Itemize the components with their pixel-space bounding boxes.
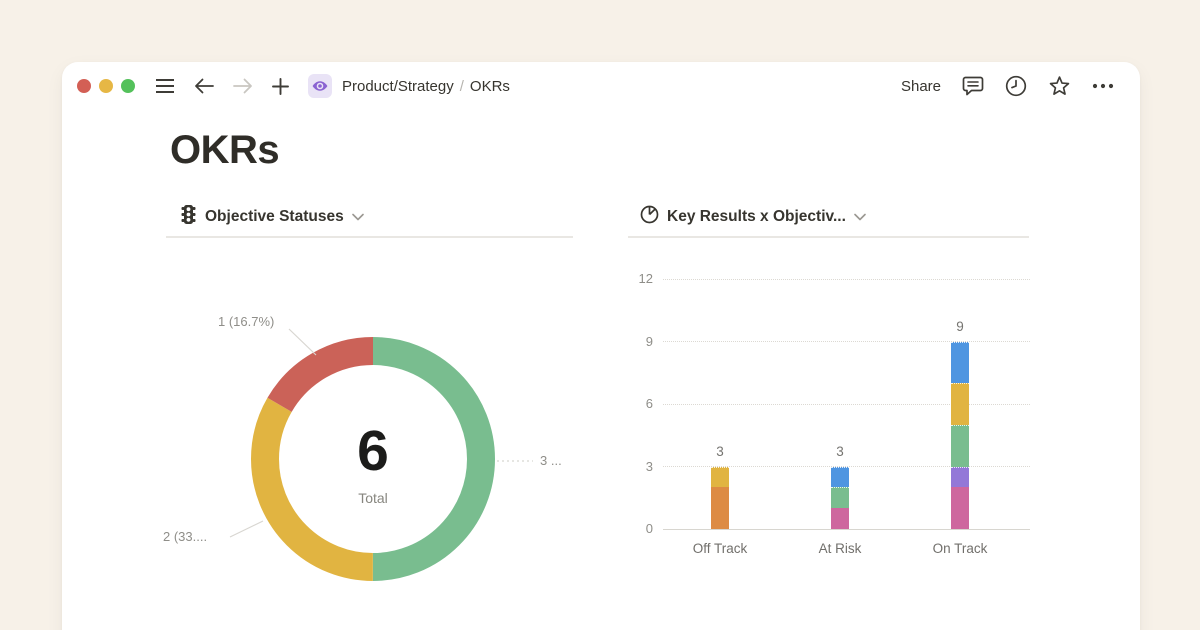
- forward-arrow-icon[interactable]: [233, 78, 253, 94]
- window-toolbar: Product/Strategy / OKRs Share: [62, 62, 1140, 110]
- page-title: OKRs: [170, 128, 280, 172]
- nav-controls: [155, 74, 332, 98]
- traffic-light-icon: [180, 204, 197, 230]
- donut-segment[interactable]: [251, 337, 495, 581]
- bar-segment[interactable]: [711, 487, 729, 529]
- bar-segment[interactable]: [951, 383, 969, 425]
- donut-chart-title: Objective Statuses: [205, 208, 344, 225]
- breadcrumb-separator: /: [459, 77, 464, 95]
- chevron-down-icon: [351, 208, 364, 226]
- more-options-ellipsis-icon[interactable]: [1092, 83, 1114, 89]
- bar-total-label: 3: [716, 443, 724, 459]
- bar-total-label: 9: [956, 318, 964, 334]
- minimize-window-icon[interactable]: [99, 79, 113, 93]
- zoom-window-icon[interactable]: [121, 79, 135, 93]
- bar-segment[interactable]: [951, 487, 969, 529]
- donut-callout-yellow: 2 (33....: [163, 529, 208, 544]
- gridline: [663, 278, 1030, 280]
- breadcrumb-parent[interactable]: Product/Strategy: [342, 77, 454, 95]
- bar-segment[interactable]: [951, 466, 969, 488]
- bar-chart-title: Key Results x Objectiv...: [667, 208, 846, 225]
- bar-header-divider: [628, 236, 1029, 238]
- donut-callout-red: 1 (16.7%): [218, 314, 275, 329]
- bar-segment[interactable]: [951, 341, 969, 384]
- hamburger-menu-icon[interactable]: [155, 78, 175, 94]
- bar-segment[interactable]: [711, 466, 729, 488]
- y-tick-label: 9: [645, 333, 653, 349]
- y-tick-label: 0: [645, 521, 653, 536]
- y-tick-label: 3: [645, 458, 653, 474]
- gridline: [663, 341, 1030, 342]
- x-axis-category-label: On Track: [932, 541, 988, 556]
- bar-chart[interactable]: 0 3 6 9 12 3 Off Track 3 At Risk 9 On Track: [639, 271, 1030, 556]
- breadcrumb: Product/Strategy / OKRs: [342, 78, 510, 95]
- toolbar-right: Share: [901, 75, 1114, 98]
- bar-total-label: 3: [836, 443, 844, 459]
- donut-callout-green: 3 ...: [540, 453, 562, 468]
- page-emoji-eye-icon[interactable]: [308, 74, 332, 98]
- gridline: [663, 466, 1030, 467]
- breadcrumb-current[interactable]: OKRs: [469, 77, 510, 95]
- gridline: [663, 403, 1030, 405]
- donut-chart-header[interactable]: Objective Statuses: [180, 203, 364, 231]
- share-button[interactable]: Share: [900, 77, 941, 95]
- donut-chart[interactable]: [223, 309, 523, 609]
- pie-chart-icon: [640, 205, 659, 229]
- bar-segment[interactable]: [831, 487, 849, 509]
- app-window: Product/Strategy / OKRs Share: [62, 62, 1140, 630]
- traffic-lights: [77, 79, 135, 93]
- x-axis-baseline: [663, 528, 1030, 530]
- x-axis-category-label: At Risk: [818, 541, 862, 556]
- history-clock-icon[interactable]: [1005, 75, 1027, 97]
- bar-segment[interactable]: [951, 424, 969, 467]
- new-page-plus-icon[interactable]: [272, 77, 289, 95]
- favorite-star-icon[interactable]: [1048, 75, 1071, 98]
- bar-segment[interactable]: [831, 466, 849, 488]
- y-tick-label: 6: [645, 396, 653, 411]
- comments-icon[interactable]: [962, 76, 984, 97]
- donut-header-divider: [166, 236, 573, 238]
- x-axis-category-label: Off Track: [692, 541, 748, 556]
- y-tick-label: 12: [638, 271, 653, 286]
- donut-segment[interactable]: [251, 337, 495, 581]
- bar-segment[interactable]: [831, 508, 849, 529]
- back-arrow-icon[interactable]: [194, 78, 214, 94]
- chevron-down-icon: [854, 208, 866, 226]
- close-window-icon[interactable]: [77, 79, 91, 93]
- bar-chart-header[interactable]: Key Results x Objectiv...: [640, 203, 866, 231]
